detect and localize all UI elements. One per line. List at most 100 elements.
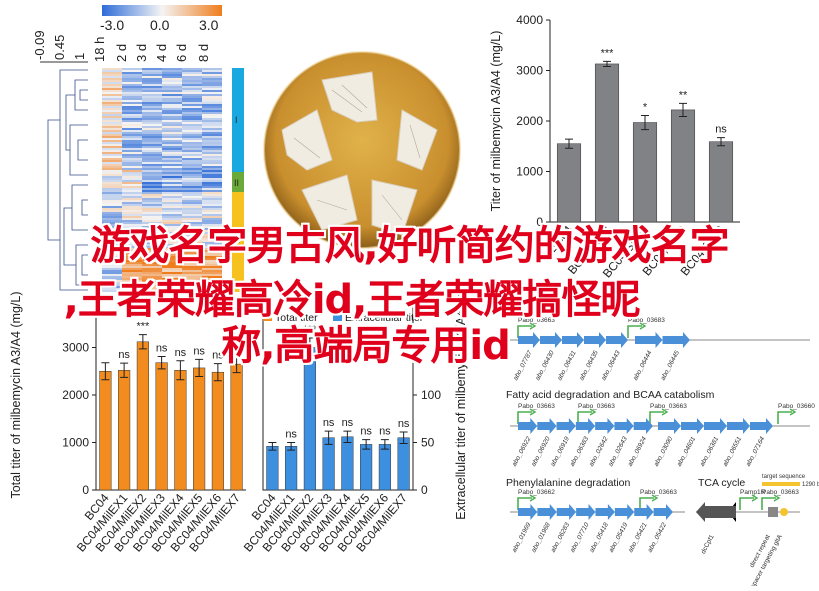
heatmap-cell: [162, 110, 182, 112]
promoter-icon: [761, 497, 776, 510]
heatmap-cell: [142, 252, 162, 254]
heatmap-cell: [162, 104, 182, 106]
heatmap-cell: [182, 270, 202, 272]
heatmap-cell: [122, 258, 142, 260]
heatmap-cell: [142, 248, 162, 250]
heatmap-cell: [182, 190, 202, 192]
heatmap-cell: [142, 282, 162, 284]
heatmap-cell: [102, 254, 122, 256]
heatmap-cell: [102, 170, 122, 172]
heatmap-cell: [122, 192, 142, 194]
heatmap-cell: [182, 172, 202, 174]
heatmap-cell: [142, 178, 162, 180]
heatmap-cell: [122, 166, 142, 168]
heatmap-cell: [102, 232, 122, 234]
heatmap-cell: [202, 202, 222, 204]
heatmap-cell: [182, 290, 202, 292]
heatmap-cell: [202, 212, 222, 214]
heatmap-cell: [142, 220, 162, 222]
heatmap-cell: [202, 282, 222, 284]
heatmap-cell: [202, 108, 222, 110]
column-header: 6 d: [174, 44, 189, 62]
heatmap-cell: [162, 86, 182, 88]
heatmap-cell: [122, 118, 142, 120]
heatmap-cell: [142, 160, 162, 162]
error-bar: [232, 355, 241, 374]
heatmap-cell: [142, 172, 162, 174]
y-tick-label: 2000: [62, 388, 89, 402]
heatmap-cell: [142, 76, 162, 78]
heatmap-cell: [162, 160, 182, 162]
heatmap-cell: [102, 72, 122, 74]
crispr-array: [768, 507, 778, 517]
heatmap-cell: [102, 140, 122, 142]
heatmap-cell: [162, 186, 182, 188]
heatmap-cell: [182, 242, 202, 244]
heatmap-cell: [202, 286, 222, 288]
heatmap-cell: [122, 120, 142, 122]
y-tick-label: 1000: [62, 436, 89, 450]
heatmap-cell: [122, 270, 142, 272]
error-bar: [565, 138, 573, 149]
heatmap-cell: [202, 84, 222, 86]
heatmap-cell: [102, 198, 122, 200]
chart-alsr-regulators: 0 1000 2000 3000 4000 Titer of milbemycin A3/…: [489, 13, 740, 280]
heatmap-cell: [182, 152, 202, 154]
heatmap-cell: [202, 94, 222, 96]
gene-label: abo_06920: [530, 435, 552, 467]
heatmap-cell: [182, 118, 202, 120]
heatmap-cell: [162, 264, 182, 266]
heatmap-cell: [202, 180, 222, 182]
significance-label: ns: [379, 426, 391, 438]
heatmap-cell: [102, 274, 122, 276]
heatmap-cell: [102, 78, 122, 80]
heatmap-column-headers: 18 h 2 d 3 d 4 d 6 d 8 d: [92, 37, 211, 62]
heatmap-cell: [122, 128, 142, 130]
heatmap-cell: [102, 144, 122, 146]
heatmap-cell: [142, 270, 162, 272]
heatmap-cell: [122, 222, 142, 224]
heatmap-cell: [182, 260, 202, 262]
heatmap-cell: [182, 234, 202, 236]
heatmap-cell: [122, 152, 142, 154]
heatmap-cell: [202, 80, 222, 82]
heatmap-cell: [182, 136, 202, 138]
heatmap-cell: [182, 106, 202, 108]
gene-label: abo_07164: [745, 435, 767, 467]
colorbar-tick-min: -3.0: [100, 17, 124, 33]
gene-arrow: [556, 504, 577, 520]
heatmap-cell: [202, 114, 222, 116]
heatmap-cell: [162, 68, 182, 70]
heatmap-cell: [202, 112, 222, 114]
heatmap-cell: [182, 246, 202, 248]
heatmap-cell: [122, 226, 142, 228]
heatmap-cell: [142, 212, 162, 214]
heatmap-cell: [162, 238, 182, 240]
heatmap-cell: [142, 140, 162, 142]
heatmap-cell: [122, 104, 142, 106]
heatmap-cell: [122, 214, 142, 216]
heatmap-cell: [122, 154, 142, 156]
heatmap-cell: [182, 128, 202, 130]
heatmap-cell: [102, 82, 122, 84]
error-bar: [176, 360, 185, 381]
heatmap-cell: [102, 268, 122, 270]
heatmap-cell: [142, 114, 162, 116]
heatmap-cell: [142, 188, 162, 190]
heatmap-cell: [182, 198, 202, 200]
promoter-icon: [577, 411, 592, 424]
gene-arrow: [750, 418, 773, 434]
heatmap-cell: [102, 270, 122, 272]
promoter-icon: [649, 411, 664, 424]
heatmap-cell: [102, 226, 122, 228]
heatmap-cell: [182, 88, 202, 90]
heatmap-cell: [182, 230, 202, 232]
bar: [118, 370, 131, 491]
significance-label: ns: [398, 418, 410, 430]
heatmap-cell: [102, 250, 122, 252]
heatmap-cell: [102, 122, 122, 124]
heatmap-cell: [182, 102, 202, 104]
pathway-title: Fatty acid degradation and BCAA cataboli…: [506, 389, 715, 401]
heatmap-cell: [102, 276, 122, 278]
heatmap-cell: [102, 96, 122, 98]
